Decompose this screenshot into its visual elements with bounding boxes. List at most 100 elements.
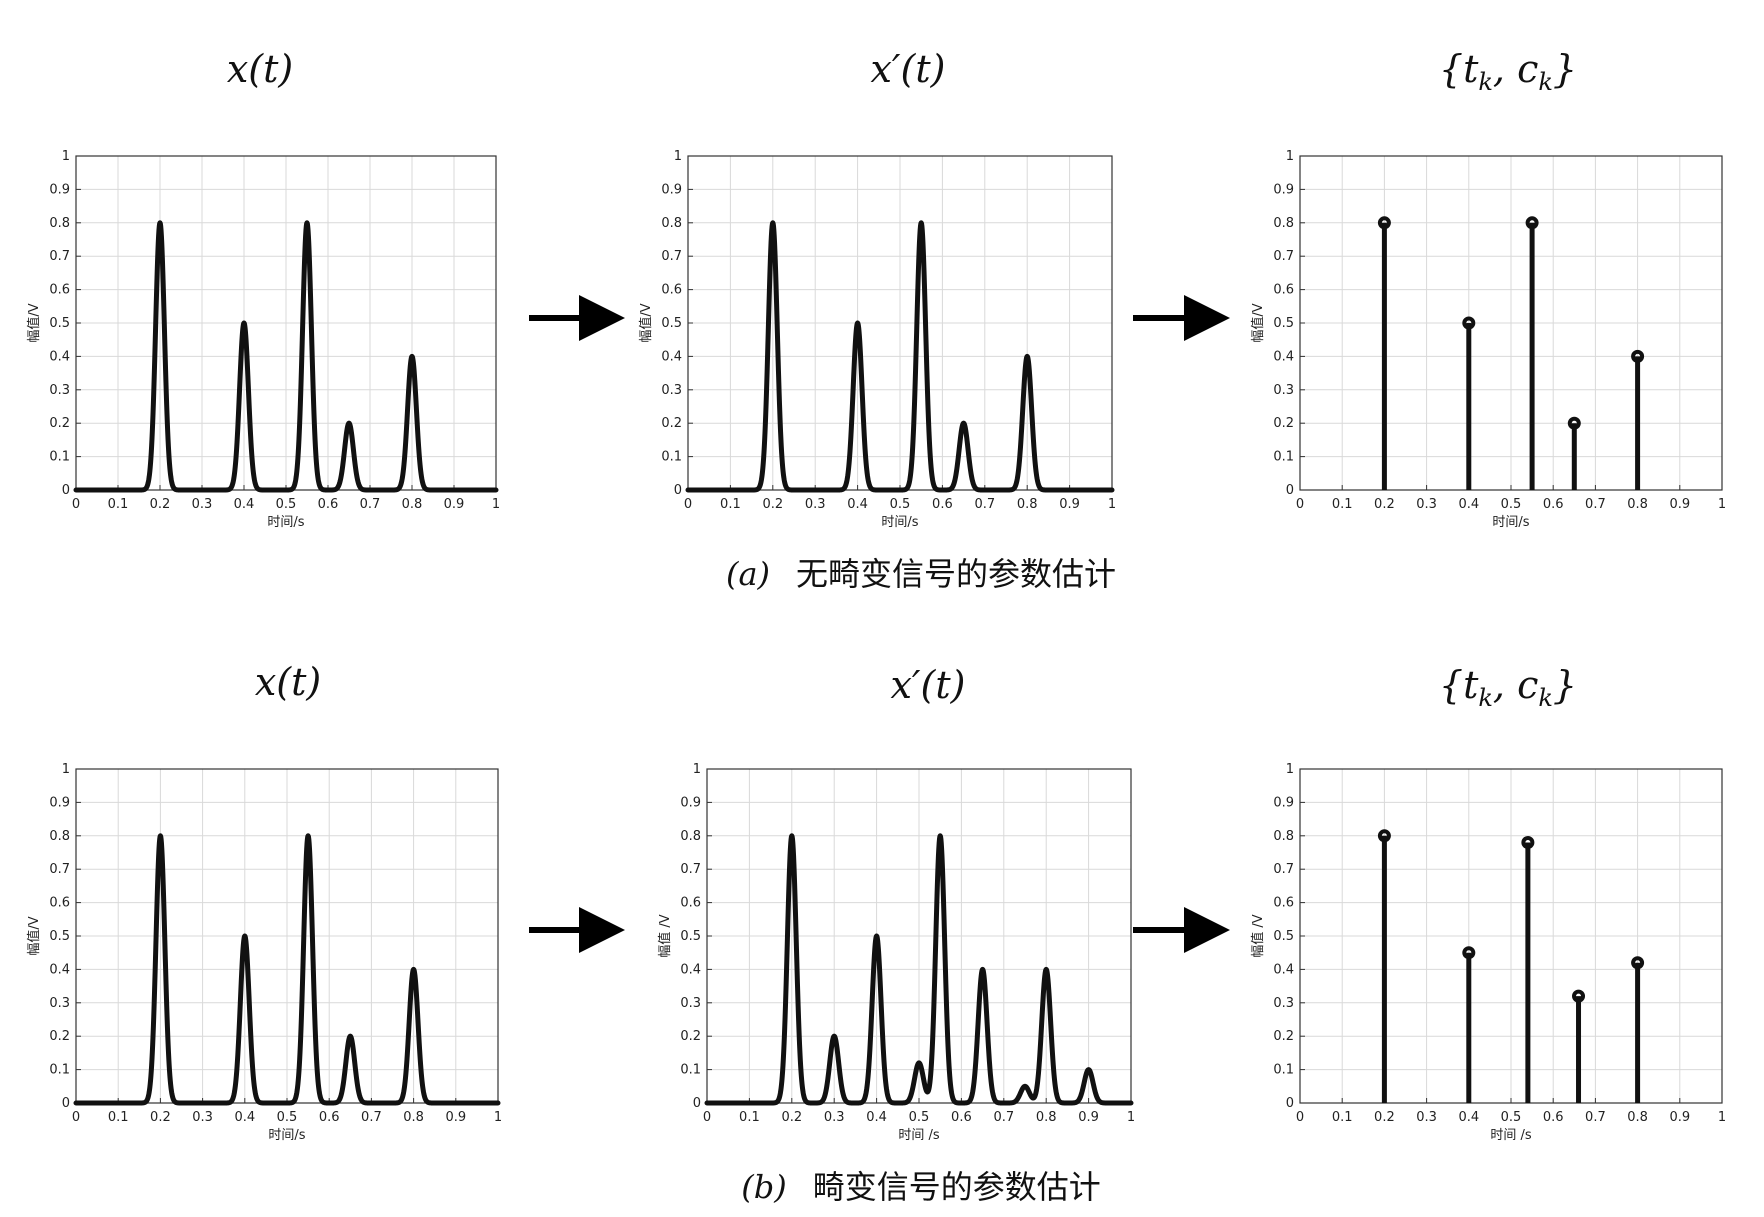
stem-marker [1377, 216, 1391, 230]
y-tick-label: 0.4 [1273, 962, 1294, 977]
caption-row-b: (b) 畸变信号的参数估计 [741, 1168, 1100, 1206]
y-tick-label: 0.1 [1273, 1063, 1294, 1078]
x-tick-label: 0 [72, 1110, 80, 1125]
x-tick-label: 1 [492, 497, 500, 512]
panel-title: x(t) [255, 660, 321, 704]
x-tick-label: 0 [1296, 497, 1304, 512]
y-tick-label: 0.6 [49, 896, 70, 911]
x-axis-title: 时间/s [1492, 515, 1529, 530]
y-tick-label: 0.7 [680, 862, 701, 877]
arrow-right-icon [579, 295, 625, 341]
panels: 0 0.1 0.2 0.3 0.4 0.5 0.6 0.7 0.8 0.9 1 0 0.1 0.2 0.3 0… [26, 149, 1726, 1143]
y-tick-label: 0.5 [661, 316, 682, 331]
y-tick-label: 0.3 [49, 996, 70, 1011]
y-tick-label: 0 [1286, 483, 1294, 498]
x-tick-label: 0.6 [951, 1110, 972, 1125]
x-tick-label: 1 [494, 1110, 502, 1125]
y-tick-label: 0.2 [49, 416, 70, 431]
y-tick-label: 0 [674, 483, 682, 498]
x-tick-label: 0.3 [805, 497, 826, 512]
y-axis-title: 幅值/V [26, 303, 42, 342]
chart-panel-2: 0 0.1 0.2 0.3 0.4 0.5 0.6 0.7 0.8 0.9 1 0 0.1 0.2 0.3 0… [1250, 149, 1726, 530]
x-tick-label: 0.3 [1416, 1110, 1437, 1125]
y-tick-label: 0 [62, 483, 70, 498]
y-axis-title: 幅值/V [26, 916, 42, 955]
x-tick-label: 0.3 [824, 1110, 845, 1125]
row-captions: (a) 无畸变信号的参数估计 (b) 畸变信号的参数估计 [726, 555, 1116, 1206]
stem-marker [1521, 835, 1535, 849]
x-tick-label: 0.8 [403, 1110, 424, 1125]
y-tick-label: 0.1 [49, 450, 70, 465]
x-tick-label: 0.9 [445, 1110, 466, 1125]
y-tick-label: 0.5 [1273, 929, 1294, 944]
x-tick-label: 0.7 [974, 497, 995, 512]
y-tick-label: 0.4 [661, 349, 682, 364]
x-tick-label: 0.8 [1627, 497, 1648, 512]
y-tick-label: 0.1 [661, 450, 682, 465]
x-tick-label: 1 [1108, 497, 1116, 512]
x-tick-label: 1 [1718, 1110, 1726, 1125]
x-tick-label: 0.5 [1501, 497, 1522, 512]
x-tick-label: 0.9 [1078, 1110, 1099, 1125]
x-tick-label: 0.4 [234, 1110, 255, 1125]
y-tick-label: 0.3 [1273, 996, 1294, 1011]
y-tick-label: 0.5 [49, 316, 70, 331]
x-tick-label: 0.1 [108, 1110, 129, 1125]
x-axis-title: 时间 /s [898, 1128, 940, 1143]
y-axis-title: 幅值 /V [1250, 914, 1266, 958]
x-axis-title: 时间/s [881, 515, 918, 530]
panel-title: x′(t) [891, 663, 966, 707]
y-tick-label: 1 [693, 762, 701, 777]
y-tick-label: 0.4 [680, 962, 701, 977]
caption-label: (b) [741, 1168, 786, 1206]
x-tick-label: 0.5 [276, 497, 297, 512]
chart-panel-0: 0 0.1 0.2 0.3 0.4 0.5 0.6 0.7 0.8 0.9 1 0 0.1 0.2 0.3 0… [26, 149, 500, 530]
y-tick-label: 0.8 [49, 216, 70, 231]
x-tick-label: 0.1 [108, 497, 129, 512]
y-tick-label: 0.3 [1273, 383, 1294, 398]
y-tick-label: 0.8 [1273, 829, 1294, 844]
panel-title: x′(t) [871, 47, 946, 91]
y-tick-label: 0.8 [661, 216, 682, 231]
y-tick-label: 0.4 [1273, 349, 1294, 364]
x-tick-label: 0.8 [1036, 1110, 1057, 1125]
y-tick-label: 0.7 [1273, 249, 1294, 264]
x-tick-label: 0.6 [319, 1110, 340, 1125]
x-tick-label: 0.7 [360, 497, 381, 512]
y-tick-label: 0.2 [661, 416, 682, 431]
y-tick-label: 0 [693, 1096, 701, 1111]
arrow-right-icon [1184, 295, 1230, 341]
y-tick-label: 1 [62, 762, 70, 777]
x-tick-label: 0.1 [1332, 1110, 1353, 1125]
y-tick-label: 0 [1286, 1096, 1294, 1111]
y-tick-label: 0.3 [680, 996, 701, 1011]
y-tick-label: 0.7 [49, 862, 70, 877]
y-tick-label: 0.9 [49, 182, 70, 197]
x-tick-label: 0.8 [1017, 497, 1038, 512]
x-tick-label: 0.8 [402, 497, 423, 512]
x-tick-label: 0.2 [150, 497, 171, 512]
y-tick-label: 0.6 [680, 896, 701, 911]
signal-curve [73, 833, 501, 1106]
y-tick-label: 0.9 [49, 795, 70, 810]
x-tick-label: 0.7 [993, 1110, 1014, 1125]
y-tick-label: 0.4 [49, 962, 70, 977]
x-tick-label: 0 [72, 497, 80, 512]
caption-text: 畸变信号的参数估计 [813, 1168, 1101, 1206]
x-tick-label: 0.9 [1669, 1110, 1690, 1125]
x-tick-label: 0.3 [1416, 497, 1437, 512]
flow-arrows [529, 295, 1230, 953]
x-tick-label: 0.4 [1458, 1110, 1479, 1125]
caption-row-a: (a) 无畸变信号的参数估计 [726, 555, 1116, 593]
x-tick-label: 1 [1127, 1110, 1135, 1125]
stem-marker [1377, 829, 1391, 843]
signal-curve [73, 220, 499, 493]
x-tick-label: 0.2 [150, 1110, 171, 1125]
x-tick-label: 0.4 [847, 497, 868, 512]
panel-titles: x(t) x′(t) {tk, ck} x(t) x′(t) {tk, ck} [227, 47, 1577, 712]
stem-marker [1462, 946, 1476, 960]
x-tick-label: 0.1 [1332, 497, 1353, 512]
x-tick-label: 0.1 [720, 497, 741, 512]
x-tick-label: 0.7 [361, 1110, 382, 1125]
y-tick-label: 0.6 [1273, 896, 1294, 911]
